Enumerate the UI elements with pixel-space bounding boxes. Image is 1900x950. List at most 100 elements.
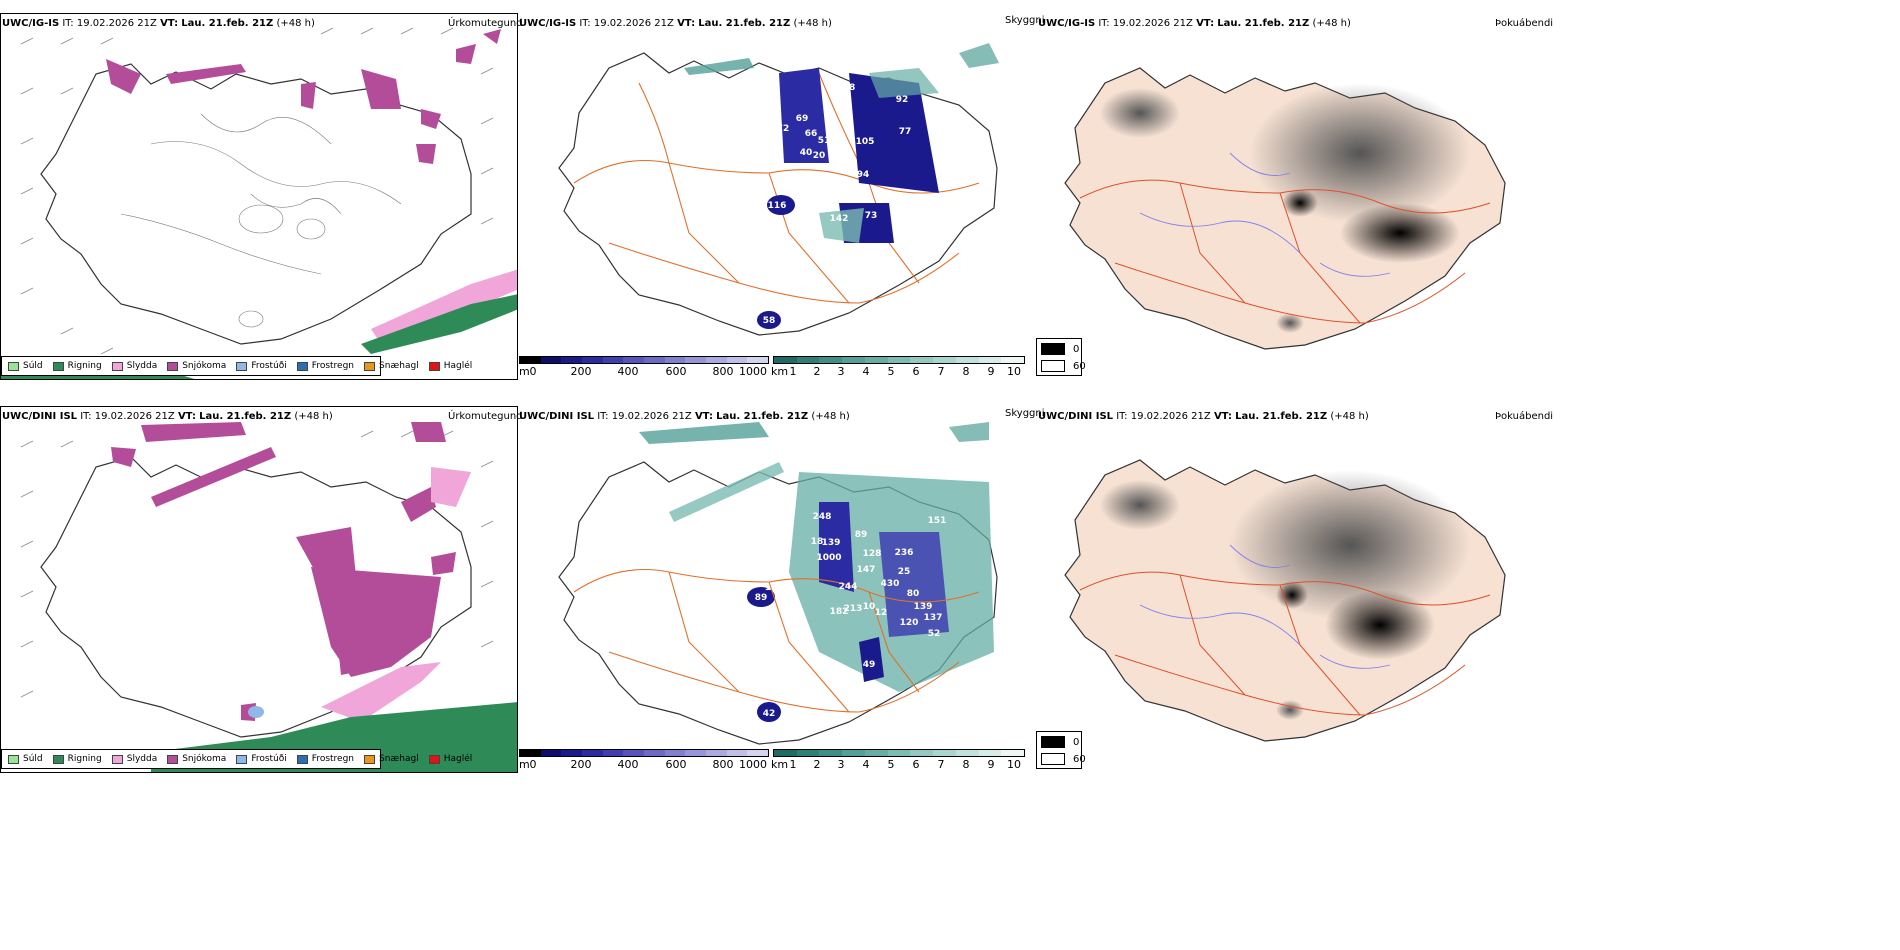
model-name: UWC/IG-IS	[1038, 18, 1096, 29]
tick-label: 8	[962, 365, 970, 378]
vt-value: Lau. 21.feb. 21Z	[1235, 411, 1328, 422]
colorbar-swatch	[685, 750, 707, 756]
marker-value: 91	[938, 423, 951, 433]
marker-value: 83	[843, 191, 856, 201]
marker-value: 92	[896, 95, 909, 105]
it-value: 19.02.2026 21Z	[593, 18, 674, 29]
legend-item-frostudi: Frostúði	[236, 754, 287, 764]
colorbar-swatch	[561, 750, 583, 756]
colorbar-swatch	[726, 750, 748, 756]
colorbar-swatch	[540, 750, 562, 756]
fog-shading	[1100, 83, 1470, 333]
legend-item-frostregn: Frostregn	[296, 361, 354, 371]
fog-key-row: 0	[1041, 736, 1079, 748]
colorbar-swatch	[644, 357, 665, 363]
marker-value: 72	[777, 124, 790, 134]
model-name: UWC/IG-IS	[519, 18, 577, 29]
tick-label: 1000	[739, 758, 767, 771]
fog-key-value: 60	[1073, 360, 1086, 372]
tick-label: 7	[937, 758, 945, 771]
tick-label: 10	[1007, 365, 1021, 378]
legend-item-snjokoma: Snjókoma	[167, 361, 226, 371]
tick-label: 5	[887, 758, 895, 771]
legend-item-rigning: Rigning	[52, 754, 102, 764]
marker-value: 84	[637, 70, 650, 80]
marker-value: 89	[855, 530, 868, 540]
tick-label: 4	[862, 758, 870, 771]
it-value: 19.02.2026 21Z	[1130, 411, 1211, 422]
iceland-outline	[40, 63, 472, 345]
title-fog-row2: UWC/DINI ISL IT: 19.02.2026 21Z VT: Lau.…	[1038, 411, 1369, 423]
tick-label: 10	[1007, 758, 1021, 771]
colorbar-swatch	[520, 357, 541, 363]
fog-key-row1: 0 60	[1036, 338, 1086, 376]
colorbar-swatch	[796, 750, 820, 756]
legend-item-snaehagl: Snæhagl	[364, 361, 419, 371]
rivers	[1139, 152, 1391, 277]
marker-value: 236	[895, 548, 914, 558]
lead-time: (+48 h)	[793, 18, 832, 29]
precip-type-map-canvas	[1, 27, 517, 379]
vt-value: Lau. 21.feb. 21Z	[698, 18, 791, 29]
colorbar-swatch	[664, 750, 686, 756]
snow-areas	[111, 422, 456, 721]
visibility-map-canvas: 91 248 18 139 89 128 1000 147 236 25 151…	[558, 422, 998, 745]
tick-label: 8	[962, 758, 970, 771]
legend-label: Snjókoma	[182, 754, 227, 764]
colorbar-swatch	[842, 357, 865, 363]
colorbar-swatch	[602, 357, 624, 363]
visibility-map-row1: 84 72 69 66 40 20 51 48 92 77 105 94 83 …	[519, 13, 1035, 380]
marker-value: 85	[865, 272, 878, 282]
fog-swatch-dark	[1041, 736, 1065, 748]
title-visibility-row2: UWC/DINI ISL IT: 19.02.2026 21Z VT: Lau.…	[519, 411, 850, 423]
colorbar-swatch	[774, 750, 797, 756]
marker-value: 42	[763, 709, 776, 719]
panel-title-fog: Þokuábendi	[1495, 411, 1554, 422]
vt-label: VT:	[694, 411, 713, 422]
fog-swatch-dark	[1041, 343, 1065, 355]
legend-swatch	[364, 361, 376, 371]
km-colorbar-ticks: 1 2 3 4 5 6 7 8 9 10	[773, 364, 1025, 378]
colorbar-swatch	[623, 750, 645, 756]
fog-key-value: 60	[1073, 753, 1086, 765]
it-label: IT:	[597, 411, 609, 422]
precip-type-legend: Súld Rigning Slydda Snjókoma Frostúði Fr…	[1, 356, 472, 376]
colorbar-swatch	[602, 750, 624, 756]
visibility-km-colorbar: 1 2 3 4 5 6 7 8 9 10	[773, 356, 1025, 378]
tick-label: 1000	[739, 365, 767, 378]
legend-item-slydda: Slydda	[111, 754, 157, 764]
marker-value: 147	[857, 565, 876, 575]
colorbar-swatch	[1001, 750, 1025, 756]
colorbar-swatch	[955, 750, 979, 756]
it-label: IT:	[62, 18, 74, 29]
panel-title-visibility: Skyggni	[1005, 408, 1045, 419]
fog-key-value: 0	[1073, 343, 1080, 355]
colorbar-swatch	[864, 357, 888, 363]
colorbar-swatch	[664, 357, 686, 363]
colorbar-swatch	[706, 750, 727, 756]
precip-type-map-row1: Súld Rigning Slydda Snjókoma Frostúði Fr…	[0, 13, 518, 380]
km-scale-unit: km	[771, 365, 789, 378]
panel-title-precip-type: Úrkomutegund	[448, 18, 523, 29]
model-name: UWC/DINI ISL	[1038, 411, 1114, 422]
legend-item-sudl: Súld	[8, 754, 43, 764]
it-value: 19.02.2026 21Z	[1112, 18, 1193, 29]
vt-label: VT:	[160, 18, 179, 29]
rivers	[1139, 544, 1391, 669]
marker-value: 18	[811, 537, 824, 547]
legend-swatch	[167, 361, 179, 371]
legend-item-snaehagl: Snæhagl	[364, 754, 419, 764]
tick-label: 6	[912, 758, 920, 771]
marker-value: 40	[800, 148, 813, 158]
legend-label: Snæhagl	[379, 361, 419, 371]
legend-swatch	[428, 361, 440, 371]
tick-label: 2	[813, 758, 821, 771]
tick-label: 600	[665, 758, 687, 771]
km-colorbar-swatches	[773, 356, 1025, 364]
legend-label: Frostúði	[251, 361, 287, 371]
title-precip-row1: UWC/IG-IS IT: 19.02.2026 21Z VT: Lau. 21…	[2, 18, 315, 30]
visibility-m-colorbar: 0 200 400 600 800 1000	[519, 749, 769, 771]
marker-value: 25	[898, 567, 911, 577]
marker-value: 66	[805, 129, 818, 139]
model-name: UWC/IG-IS	[2, 18, 60, 29]
